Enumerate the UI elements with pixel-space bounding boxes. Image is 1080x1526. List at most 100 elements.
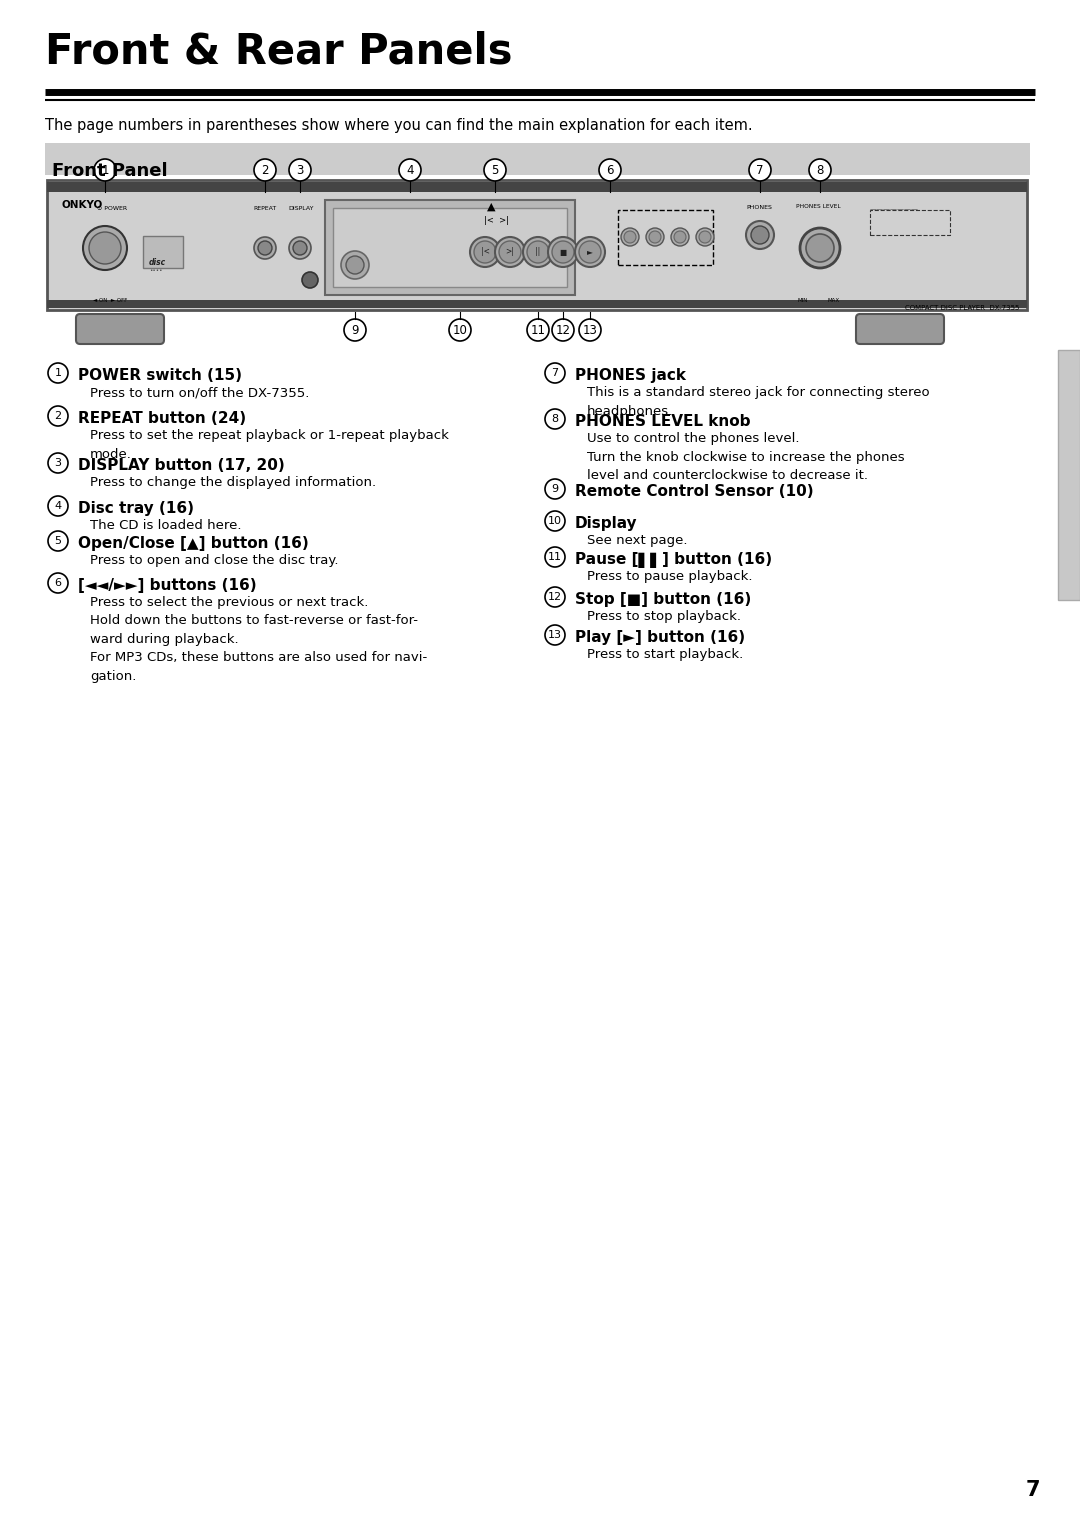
Text: POWER switch (15): POWER switch (15) [78,368,242,383]
Text: DISPLAY button (17, 20): DISPLAY button (17, 20) [78,458,285,473]
Circle shape [527,319,549,340]
Bar [143,237,183,269]
Text: 5: 5 [491,163,499,177]
Text: ••••: •••• [149,269,162,273]
Text: 6: 6 [606,163,613,177]
Text: Press to change the displayed information.: Press to change the displayed informatio… [90,476,376,488]
Circle shape [293,241,307,255]
Text: 2: 2 [261,163,269,177]
Bar [333,208,567,287]
Text: 11: 11 [548,552,562,562]
Circle shape [552,241,573,262]
FancyBboxPatch shape [856,314,944,343]
Circle shape [470,237,500,267]
Circle shape [48,453,68,473]
Circle shape [575,237,605,267]
Text: COMPACT DISC PLAYER  DX-7355: COMPACT DISC PLAYER DX-7355 [905,305,1020,311]
Circle shape [646,227,664,246]
Bar [870,211,950,235]
Circle shape [809,159,831,182]
Text: See next page.: See next page. [588,534,688,546]
Text: 12: 12 [555,324,570,337]
Text: 5: 5 [54,536,62,546]
Text: ||: || [536,247,541,256]
Circle shape [545,588,565,607]
Text: 6: 6 [54,578,62,588]
Text: PHONES jack: PHONES jack [575,368,686,383]
Text: Pause [▌▌] button (16): Pause [▌▌] button (16) [575,552,772,568]
Circle shape [254,159,276,182]
Circle shape [258,241,272,255]
Text: disc: disc [149,258,166,267]
Text: |<: |< [481,247,489,256]
Text: MIN: MIN [798,298,808,304]
Text: 7: 7 [1026,1480,1040,1500]
Text: 4: 4 [54,501,62,511]
Circle shape [545,479,565,499]
Text: PHONES: PHONES [746,204,772,211]
Circle shape [674,230,686,243]
Bar [48,301,1027,308]
Circle shape [552,319,573,340]
Text: Play [►] button (16): Play [►] button (16) [575,630,745,645]
Text: 8: 8 [552,414,558,424]
Text: >|: >| [505,247,514,256]
Text: This is a standard stereo jack for connecting stereo
headphones.: This is a standard stereo jack for conne… [588,386,930,418]
Text: 13: 13 [582,324,597,337]
Text: 10: 10 [453,324,468,337]
Text: REPEAT button (24): REPEAT button (24) [78,410,246,426]
Circle shape [89,232,121,264]
Text: ONKYO: ONKYO [62,200,104,211]
Text: Press to open and close the disc tray.: Press to open and close the disc tray. [90,554,338,568]
Circle shape [599,159,621,182]
Circle shape [341,250,369,279]
Circle shape [289,159,311,182]
Circle shape [545,409,565,429]
Circle shape [746,221,774,249]
Text: ►: ► [588,247,593,256]
Circle shape [399,159,421,182]
Text: ■: ■ [559,247,567,256]
Text: Remote Control Sensor (10): Remote Control Sensor (10) [575,484,813,499]
Circle shape [579,319,600,340]
Text: Press to select the previous or next track.
Hold down the buttons to fast-revers: Press to select the previous or next tra… [90,597,428,684]
Circle shape [83,226,127,270]
Circle shape [800,227,840,269]
Circle shape [474,241,496,262]
Circle shape [484,159,507,182]
Bar [1058,349,1080,600]
Circle shape [621,227,639,246]
Text: 1: 1 [102,163,109,177]
Text: Press to set the repeat playback or 1-repeat playback
mode.: Press to set the repeat playback or 1-re… [90,429,449,461]
FancyBboxPatch shape [76,314,164,343]
Text: ———————: ——————— [870,206,919,212]
Text: 3: 3 [296,163,303,177]
Text: PHONES LEVEL knob: PHONES LEVEL knob [575,414,751,429]
Circle shape [548,237,578,267]
Text: ◄ ON  ► OFF: ◄ ON ► OFF [93,298,127,304]
Text: PHONES LEVEL: PHONES LEVEL [796,204,840,209]
Circle shape [750,159,771,182]
Text: 9: 9 [552,484,558,494]
Circle shape [346,256,364,275]
Text: 1: 1 [54,368,62,378]
Circle shape [48,572,68,594]
Text: Press to turn on/off the DX-7355.: Press to turn on/off the DX-7355. [90,386,309,398]
Circle shape [545,626,565,645]
Text: 13: 13 [548,630,562,639]
Circle shape [48,406,68,426]
Circle shape [48,496,68,516]
Circle shape [699,230,711,243]
Text: Open/Close [▲] button (16): Open/Close [▲] button (16) [78,536,309,551]
Circle shape [671,227,689,246]
Text: |<  >|: |< >| [484,217,509,224]
Circle shape [523,237,553,267]
Text: Front Panel: Front Panel [52,162,167,180]
Bar [45,143,1030,175]
Circle shape [254,237,276,259]
Text: 11: 11 [530,324,545,337]
Circle shape [94,159,116,182]
Text: ▲: ▲ [487,201,496,212]
Text: 7: 7 [552,368,558,378]
Circle shape [48,531,68,551]
